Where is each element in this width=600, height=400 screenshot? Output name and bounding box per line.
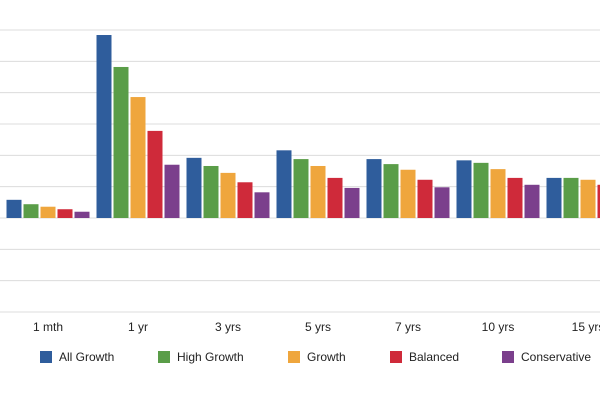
legend-swatch xyxy=(288,351,300,363)
bar xyxy=(23,204,39,218)
bar xyxy=(186,157,202,218)
legend-label: High Growth xyxy=(177,350,244,364)
bar xyxy=(327,177,343,218)
bar xyxy=(147,130,163,218)
x-tick-label: 15 yrs xyxy=(572,320,600,334)
bar xyxy=(130,97,146,218)
bar xyxy=(293,159,309,218)
bar xyxy=(74,211,90,218)
legend-swatch xyxy=(158,351,170,363)
bar xyxy=(57,209,73,218)
x-tick-label: 1 mth xyxy=(33,320,63,334)
bar xyxy=(203,165,219,218)
bar xyxy=(456,160,472,218)
legend-swatch xyxy=(502,351,514,363)
bar xyxy=(434,187,450,218)
bar xyxy=(164,164,180,218)
bar xyxy=(344,187,360,218)
x-tick-label: 10 yrs xyxy=(482,320,515,334)
bar xyxy=(563,177,579,218)
bar xyxy=(383,164,399,218)
legend-label: Conservative xyxy=(521,350,591,364)
bar xyxy=(276,150,292,218)
x-tick-label: 1 yr xyxy=(128,320,148,334)
bar xyxy=(507,177,523,218)
bar xyxy=(490,169,506,218)
bar xyxy=(597,184,600,218)
bar xyxy=(220,172,236,218)
legend-label: Growth xyxy=(307,350,346,364)
bar xyxy=(524,184,540,218)
bar xyxy=(40,206,56,218)
x-tick-label: 5 yrs xyxy=(305,320,331,334)
bar xyxy=(310,165,326,218)
bar xyxy=(237,182,253,218)
legend-swatch xyxy=(40,351,52,363)
bar xyxy=(6,199,22,218)
legend-swatch xyxy=(390,351,402,363)
bar xyxy=(254,192,270,218)
bar xyxy=(417,179,433,218)
x-tick-label: 7 yrs xyxy=(395,320,421,334)
bar xyxy=(546,177,562,218)
bar xyxy=(473,162,489,218)
bar xyxy=(580,179,596,218)
bar xyxy=(366,159,382,218)
bar xyxy=(96,35,112,218)
x-tick-label: 3 yrs xyxy=(215,320,241,334)
legend-label: Balanced xyxy=(409,350,459,364)
bar xyxy=(113,66,129,219)
bar xyxy=(400,169,416,218)
legend-label: All Growth xyxy=(59,350,114,364)
